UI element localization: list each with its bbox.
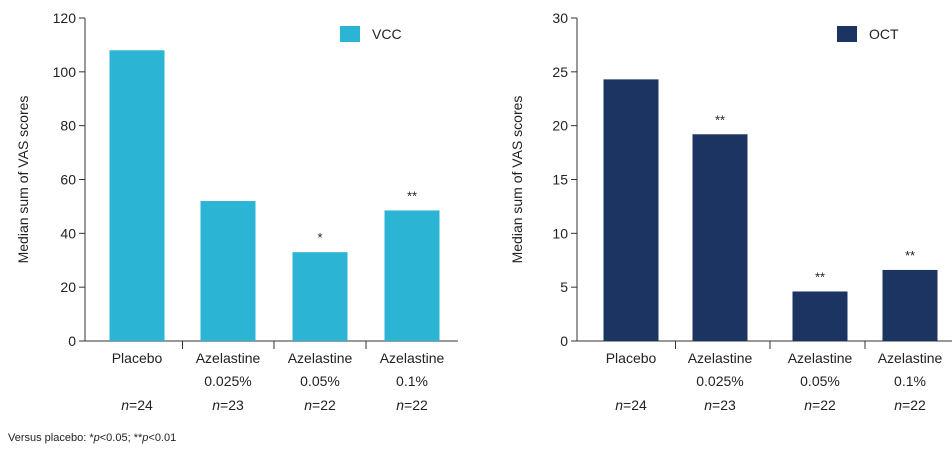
significance-marker: ** — [905, 248, 915, 263]
y-tick-label: 25 — [552, 64, 568, 80]
sample-size-label: n=23 — [704, 397, 736, 413]
x-tick-label-line2: 0.1% — [396, 373, 428, 389]
y-tick-label: 100 — [53, 64, 77, 80]
significance-marker: ** — [815, 269, 825, 284]
significance-marker: * — [317, 230, 322, 245]
x-tick-label: Azelastine — [878, 350, 943, 366]
bar — [384, 210, 440, 341]
sample-size-label: n=23 — [212, 397, 244, 413]
footnote-p1: p — [93, 432, 100, 444]
y-tick-label: 0 — [68, 333, 76, 349]
x-tick-label: Placebo — [606, 350, 657, 366]
y-tick-label: 120 — [53, 10, 77, 26]
sample-size-label: n=24 — [121, 397, 153, 413]
y-tick-label: 20 — [60, 279, 76, 295]
legend-swatch — [340, 26, 360, 42]
x-tick-label-line2: 0.025% — [696, 373, 743, 389]
y-axis-title: Median sum of VAS scores — [15, 96, 31, 264]
bar — [200, 201, 256, 341]
y-tick-label: 30 — [552, 10, 568, 26]
bar — [692, 134, 748, 341]
footnote: Versus placebo: *p<0.05; **p<0.01 — [8, 432, 176, 444]
x-tick-label: Placebo — [112, 350, 163, 366]
y-tick-label: 5 — [560, 279, 568, 295]
x-tick-label-line2: 0.025% — [204, 373, 251, 389]
y-tick-label: 40 — [60, 225, 76, 241]
x-tick-label: Azelastine — [688, 350, 753, 366]
x-tick-label-line2: 0.05% — [800, 373, 840, 389]
bar — [292, 252, 348, 341]
legend-swatch — [837, 26, 857, 42]
y-tick-label: 15 — [552, 172, 568, 188]
sample-size-label: n=22 — [304, 397, 336, 413]
x-tick-label: Azelastine — [288, 350, 353, 366]
significance-marker: ** — [715, 112, 725, 127]
x-tick-label: Azelastine — [380, 350, 445, 366]
footnote-suffix: <0.01 — [148, 432, 177, 444]
sample-size-label: n=22 — [894, 397, 926, 413]
x-tick-label-line2: 0.1% — [894, 373, 926, 389]
y-axis-title: Median sum of VAS scores — [509, 96, 525, 264]
legend-label: VCC — [372, 26, 402, 42]
footnote-p2: p — [142, 432, 149, 444]
y-tick-label: 0 — [560, 333, 568, 349]
x-tick-label-line2: 0.05% — [300, 373, 340, 389]
bar — [792, 291, 848, 341]
x-tick-label: Azelastine — [196, 350, 261, 366]
significance-marker: ** — [407, 188, 417, 203]
bar — [882, 269, 938, 341]
sample-size-label: n=22 — [396, 397, 428, 413]
bar — [603, 79, 659, 342]
y-tick-label: 80 — [60, 118, 76, 134]
footnote-prefix: Versus placebo: * — [8, 432, 94, 444]
footnote-mid: <0.05; ** — [99, 432, 143, 444]
y-tick-label: 60 — [60, 172, 76, 188]
sample-size-label: n=22 — [804, 397, 836, 413]
bar — [109, 50, 165, 342]
y-tick-label: 20 — [552, 118, 568, 134]
legend-label: OCT — [869, 26, 899, 42]
y-tick-label: 10 — [552, 225, 568, 241]
x-tick-label: Azelastine — [788, 350, 853, 366]
sample-size-label: n=24 — [615, 397, 647, 413]
